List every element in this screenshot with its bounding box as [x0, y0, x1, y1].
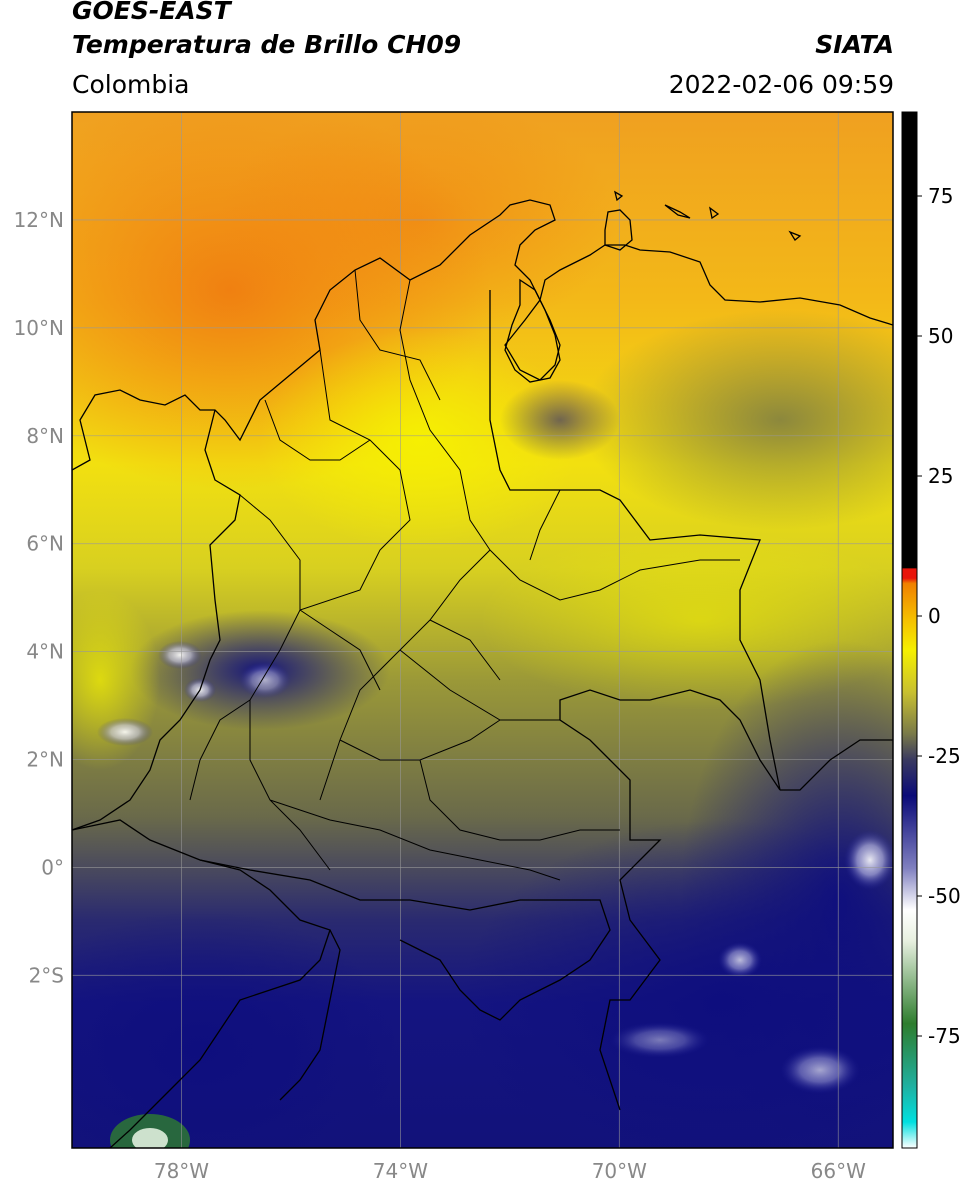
region-label: Colombia [72, 70, 190, 99]
brightness-temperature-field [72, 112, 893, 1148]
lat-tick-label: 2°S [29, 963, 64, 987]
colorbar-gradient [902, 112, 917, 1148]
colombia-east-border [489, 290, 781, 1111]
lake-maracaibo [504, 278, 561, 383]
coastlines-and-borders [72, 190, 893, 1148]
map-frame [71, 111, 894, 1149]
lat-tick-label: 0° [41, 855, 64, 879]
lat-tick-label: 10°N [14, 316, 64, 340]
colorbar-frame [901, 111, 918, 1149]
lon-tick-label: 70°W [592, 1159, 647, 1183]
lat-tick-label: 8°N [26, 424, 64, 448]
peru-border [279, 929, 341, 1101]
colorbar: 75 50 25 0 -25 -50 -75 [901, 111, 961, 1149]
colorbar-tick-label: -50 [928, 884, 961, 908]
colorbar-tick-label: -75 [928, 1024, 961, 1048]
lat-tick-label: 2°N [26, 748, 64, 772]
colorbar-tick-label: 50 [928, 324, 953, 348]
colorbar-ticks: 75 50 25 0 -25 -50 -75 [917, 184, 961, 1048]
colombia-south-border [199, 859, 611, 1021]
map-grid [72, 112, 893, 1148]
lat-tick-label: 6°N [26, 532, 64, 556]
colorbar-tick-label: 0 [928, 604, 941, 628]
coastline-pacific [72, 409, 241, 831]
lon-tick-label: 74°W [373, 1159, 428, 1183]
colorbar-tick-label: -25 [928, 744, 961, 768]
lat-tick-label: 12°N [14, 208, 64, 232]
datetime-label: 2022-02-06 09:59 [668, 70, 894, 99]
paraguana [604, 209, 633, 251]
colorbar-tick-label: 25 [928, 464, 953, 488]
lon-tick-label: 78°W [154, 1159, 209, 1183]
lon-tick-label: 66°W [811, 1159, 866, 1183]
organization-label: SIATA [815, 30, 894, 59]
lat-tick-label: 4°N [26, 640, 64, 664]
colorbar-tick-label: 75 [928, 184, 953, 208]
product-title: Temperatura de Brillo CH09 [72, 30, 462, 59]
internal-dept-borders [189, 269, 740, 881]
latitude-labels: 12°N 10°N 8°N 6°N 4°N 2°N 0° 2°S [14, 208, 64, 987]
aruba-curacao [613, 190, 802, 241]
satellite-title: GOES-EAST [72, 0, 231, 25]
coastline-ecuador [72, 819, 331, 1148]
brazil-venezuela-border [780, 739, 893, 791]
longitude-labels: 78°W 74°W 70°W 66°W [154, 1159, 866, 1183]
